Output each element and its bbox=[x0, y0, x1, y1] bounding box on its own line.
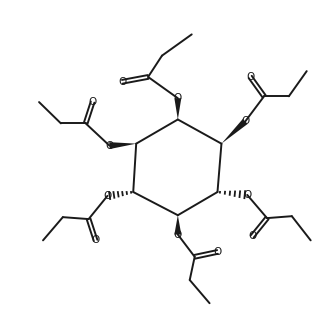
Text: O: O bbox=[248, 231, 256, 242]
Text: O: O bbox=[174, 93, 182, 103]
Polygon shape bbox=[221, 119, 248, 144]
Text: O: O bbox=[241, 116, 249, 126]
Polygon shape bbox=[174, 98, 181, 120]
Text: O: O bbox=[92, 235, 100, 245]
Text: O: O bbox=[213, 247, 222, 257]
Text: O: O bbox=[246, 72, 254, 82]
Text: O: O bbox=[243, 190, 251, 200]
Polygon shape bbox=[174, 215, 181, 234]
Text: O: O bbox=[118, 77, 127, 87]
Text: O: O bbox=[174, 230, 182, 240]
Text: O: O bbox=[103, 191, 112, 201]
Polygon shape bbox=[109, 142, 136, 149]
Text: O: O bbox=[105, 141, 114, 151]
Text: O: O bbox=[88, 97, 97, 107]
